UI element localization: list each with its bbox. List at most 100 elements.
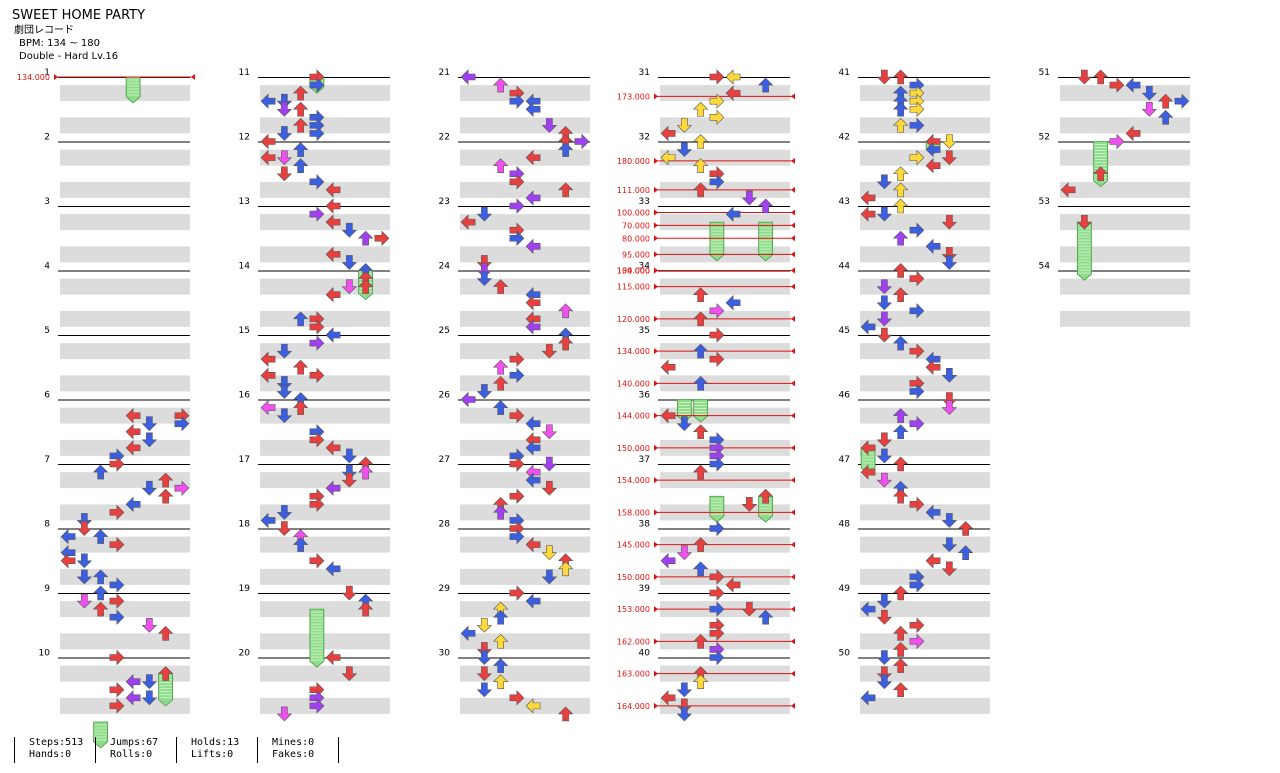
note-arrow xyxy=(557,706,574,722)
hold-note xyxy=(93,721,109,749)
note-arrow xyxy=(276,126,293,141)
arrow-shape xyxy=(876,311,893,327)
note-arrow xyxy=(1157,109,1174,125)
beat-band xyxy=(860,439,990,456)
bpm-marker-right xyxy=(791,235,795,242)
note-arrow xyxy=(309,367,325,384)
beat-band xyxy=(260,504,390,521)
beat-band xyxy=(860,633,990,650)
bpm-change: 144.000 xyxy=(617,412,795,421)
bpm-marker-left xyxy=(654,670,658,677)
note-arrow xyxy=(109,593,125,609)
note-arrow xyxy=(325,246,341,263)
bpm-marker-right xyxy=(791,251,795,258)
arrow-shape xyxy=(892,424,909,440)
measure-53: 53 xyxy=(1039,197,1190,263)
arrow-shape xyxy=(557,142,574,157)
note-arrow xyxy=(157,488,174,504)
measure-number: 4 xyxy=(44,262,50,272)
arrow-shape xyxy=(325,198,341,214)
arrow-shape xyxy=(525,295,541,311)
arrow-shape xyxy=(141,674,158,690)
arrow-shape xyxy=(109,504,125,521)
note-arrow xyxy=(460,214,476,230)
arrow-shape xyxy=(692,158,709,173)
arrow-shape xyxy=(941,134,958,149)
beat-band xyxy=(860,117,990,134)
bpm-marker-left xyxy=(654,348,658,355)
measure-number: 41 xyxy=(839,68,850,78)
note-arrow xyxy=(292,101,309,117)
bpm-change: 115.000 xyxy=(617,283,795,292)
arrow-shape xyxy=(860,464,876,480)
note-arrow xyxy=(292,117,309,133)
note-arrow xyxy=(357,279,374,294)
note-arrow xyxy=(892,182,909,198)
note-arrow xyxy=(509,230,525,246)
note-arrow xyxy=(357,464,374,480)
bpm-label: 164.000 xyxy=(617,702,650,711)
note-arrow xyxy=(660,149,676,166)
arrow-shape xyxy=(157,472,174,488)
arrow-shape xyxy=(676,706,693,722)
note-arrow xyxy=(492,609,509,625)
bpm-marker-right xyxy=(791,638,795,645)
note-arrow xyxy=(260,512,276,529)
beat-band xyxy=(860,601,990,618)
bpm-change: 154.000 xyxy=(617,476,795,485)
note-arrow xyxy=(1092,166,1109,182)
note-arrow xyxy=(292,311,309,327)
arrow-shape xyxy=(109,593,125,609)
bpm-marker-left xyxy=(654,606,658,613)
bpm-marker-left xyxy=(654,186,658,193)
arrow-shape xyxy=(492,279,509,294)
arrow-shape xyxy=(925,359,941,375)
note-arrow xyxy=(725,295,741,311)
arrow-shape xyxy=(725,206,741,222)
measure-43: 43 xyxy=(839,197,990,263)
arrow-shape xyxy=(460,391,476,408)
arrow-shape xyxy=(725,577,741,593)
measure-12: 12 xyxy=(239,133,390,198)
bpm-change: 163.000 xyxy=(617,670,795,679)
beat-band xyxy=(260,214,390,231)
arrow-shape xyxy=(309,367,325,384)
arrow-shape xyxy=(525,698,541,714)
note-arrow xyxy=(476,271,493,286)
note-arrow xyxy=(325,649,341,666)
note-arrow xyxy=(692,674,709,689)
arrow-shape xyxy=(92,601,109,617)
beat-band xyxy=(460,439,590,456)
measure-number: 33 xyxy=(639,197,650,207)
arrow-shape xyxy=(125,496,141,513)
arrow-shape xyxy=(1157,109,1174,125)
arrow-shape xyxy=(892,335,909,351)
bpm-change: 95.000 xyxy=(622,250,795,259)
beat-band xyxy=(860,246,990,263)
note-arrow xyxy=(509,351,525,367)
measure-5: 5 xyxy=(44,326,190,392)
note-arrow xyxy=(1141,85,1158,101)
note-arrow xyxy=(492,504,509,520)
arrow-shape xyxy=(276,384,293,399)
stat-holds: Holds:13 xyxy=(191,737,240,748)
beat-band xyxy=(1060,117,1190,134)
note-arrow xyxy=(892,335,909,351)
note-arrow xyxy=(325,327,341,343)
arrow-shape xyxy=(509,488,525,504)
note-arrow xyxy=(909,303,925,319)
arrow-shape xyxy=(709,327,725,343)
measure-number: 34 xyxy=(639,262,651,272)
note-arrow xyxy=(876,593,893,609)
note-arrow xyxy=(860,601,876,617)
note-arrow xyxy=(876,69,893,85)
note-arrow xyxy=(174,480,190,496)
beat-band xyxy=(860,343,990,360)
measure-number: 9 xyxy=(44,584,50,594)
arrow-shape xyxy=(109,682,125,698)
beat-band xyxy=(1060,85,1190,102)
arrow-shape xyxy=(460,625,476,642)
note-arrow xyxy=(341,279,358,295)
arrow-shape xyxy=(276,408,293,424)
arrow-shape xyxy=(260,351,276,367)
